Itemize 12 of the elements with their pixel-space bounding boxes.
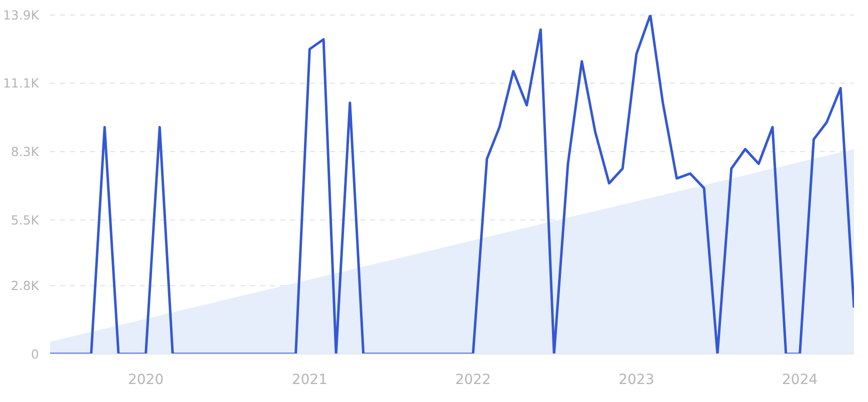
x-tick-label: 2024 xyxy=(782,372,818,388)
x-tick-label: 2021 xyxy=(292,372,328,388)
y-tick-label: 0 xyxy=(31,346,40,362)
x-tick-label: 2020 xyxy=(128,372,164,388)
y-tick-label: 5.5K xyxy=(10,212,40,228)
x-tick-label: 2022 xyxy=(455,372,491,388)
y-tick-label: 8.3K xyxy=(10,144,40,160)
y-tick-label: 11.1K xyxy=(2,76,40,91)
line-series xyxy=(50,15,854,354)
y-tick-label: 13.9K xyxy=(2,7,40,22)
x-tick-label: 2023 xyxy=(618,372,654,388)
y-tick-label: 2.8K xyxy=(10,278,40,294)
